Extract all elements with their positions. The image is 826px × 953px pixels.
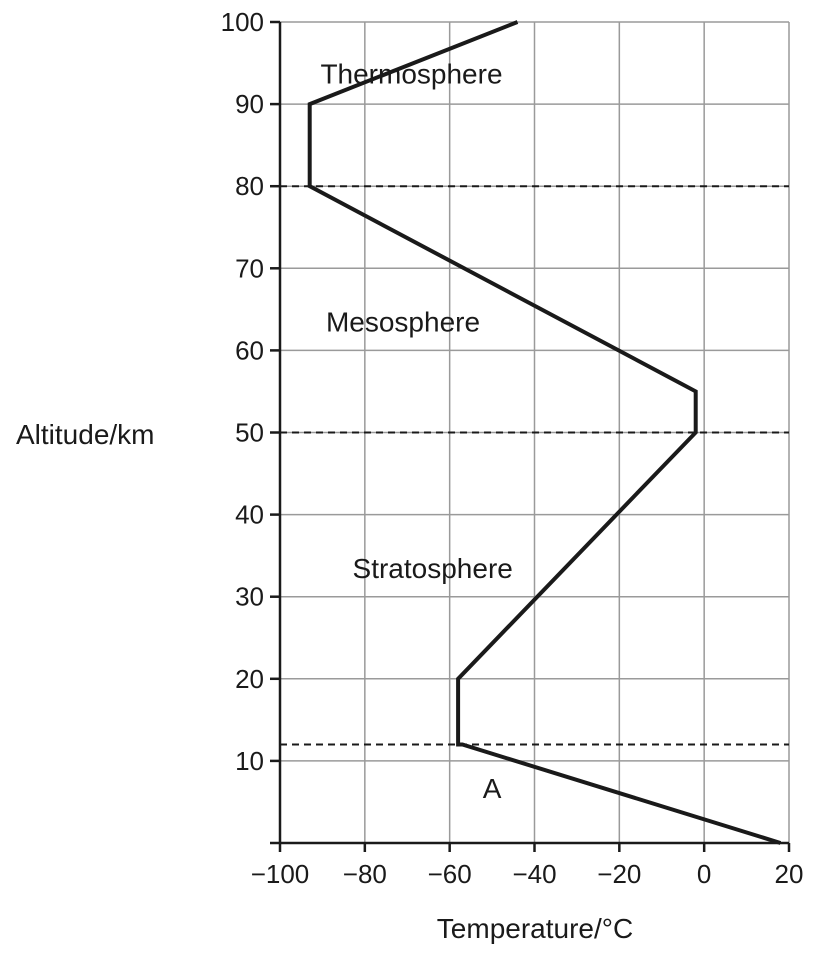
x-tick-label: −80 xyxy=(343,859,387,889)
y-tick-label: 100 xyxy=(221,7,264,37)
region-label: Stratosphere xyxy=(353,553,513,584)
y-tick-label: 90 xyxy=(235,89,264,119)
temperature-profile-line xyxy=(307,20,782,845)
y-axis-title: Altitude/km xyxy=(16,419,155,450)
y-tick-label: 60 xyxy=(235,335,264,365)
y-tick-label: 70 xyxy=(235,253,264,283)
x-tick-label: −40 xyxy=(512,859,556,889)
y-tick-label: 10 xyxy=(235,746,264,776)
region-label: Mesosphere xyxy=(326,307,480,338)
x-axis-title: Temperature/°C xyxy=(437,913,633,944)
layer-boundaries xyxy=(280,185,789,746)
y-tick-label: 20 xyxy=(235,664,264,694)
x-tick-label: −20 xyxy=(597,859,641,889)
x-tick-label: 20 xyxy=(775,859,804,889)
y-tick-label: 30 xyxy=(235,582,264,612)
tick-labels: 10 20 30 40 50 60 70 80 90 100 −100 −80 −60 −40 −20 0 20 xyxy=(221,7,804,889)
x-tick-label: −60 xyxy=(428,859,472,889)
y-tick-label: 40 xyxy=(235,500,264,530)
region-label: A xyxy=(483,773,502,804)
x-tick-label: −100 xyxy=(251,859,310,889)
y-tick-label: 50 xyxy=(235,418,264,448)
axes xyxy=(270,20,791,852)
region-annotations: Thermosphere Mesosphere Stratosphere A xyxy=(320,59,512,804)
region-label: Thermosphere xyxy=(320,59,502,90)
y-tick-label: 80 xyxy=(235,171,264,201)
series-layer xyxy=(307,20,782,845)
x-tick-label: 0 xyxy=(697,859,711,889)
